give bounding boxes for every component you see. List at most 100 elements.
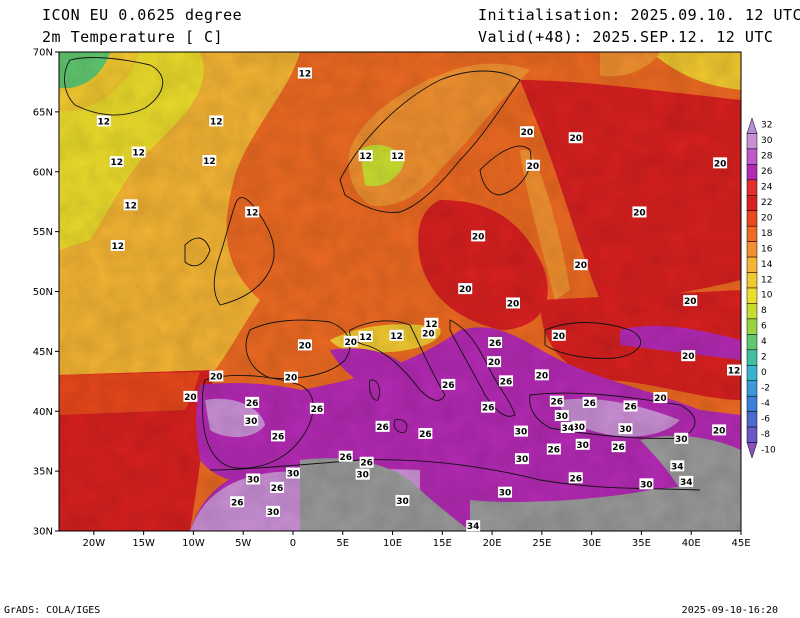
contour-label-text: 30 [499,489,512,499]
contour-label: 30 [575,438,590,451]
colorbar-label: 26 [761,167,773,177]
contour-label-text: 26 [271,484,284,494]
contour-label-box [338,450,353,462]
lat-label: 30N [33,527,53,538]
contour-label-text: 20 [553,332,566,342]
contour-label: 20 [632,206,647,218]
contour-label-text: 34 [561,424,574,434]
contour-label-text: 30 [516,455,529,465]
contour-label: 30 [244,414,259,427]
contour-label: 12 [389,329,404,342]
contour-label-text: 12 [391,152,404,162]
colorbar-swatch [746,365,758,381]
contour-label-box [549,395,564,407]
contour-label-text: 12 [299,70,312,80]
valid-time: Valid(+48): 2025.SEP.12. 12 UTC [478,28,774,46]
contour-label: 12 [96,115,111,127]
contour-label-box [466,520,481,532]
contour-label-box [285,467,300,479]
contour-label: 12 [110,239,125,252]
contour-label-text: 30 [356,471,369,481]
contour-label-box [568,472,583,484]
contour-label-text: 20 [285,374,298,384]
contour-label: 30 [246,473,261,486]
contour-label-text: 20 [574,261,587,271]
contour-label-text: 20 [459,285,472,295]
colorbar-swatch [746,256,758,273]
colorbar-label: -6 [761,414,770,424]
contour-label-text: 12 [124,201,137,211]
colorbar-label: -10 [761,445,776,455]
lon-label: 25E [532,538,551,549]
contour-label-box [424,317,439,329]
colorbar-swatch [746,241,758,258]
colorbar-swatch [746,195,758,211]
contour-label: 34 [670,460,685,472]
contour-label-text: 20 [507,299,520,309]
contour-label-box [358,331,373,343]
contour-label-box [560,422,575,434]
colorbar-label: 14 [761,260,773,270]
contour-label-box [458,283,473,295]
colorbar-swatch [746,164,758,181]
contour-label-text: 20 [684,297,697,307]
lon-label: 15W [132,538,155,549]
lon-label: 20E [483,538,502,549]
contour-label-box [110,239,125,251]
contour-label: 30 [355,468,370,481]
contour-label-box [498,486,513,498]
contour-label-box [488,336,503,348]
contour-label: 30 [498,486,513,499]
contour-label-text: 20 [184,393,197,403]
contour-label-text: 12 [111,242,124,252]
contour-label-box [571,420,586,432]
contour-label-box [568,132,583,144]
contour-label-box [266,505,281,517]
contour-label: 20 [713,157,728,169]
colorbar-label: 30 [761,136,773,146]
contour-label: 26 [271,430,286,442]
contour-label: 20 [573,259,588,271]
contour-label-text: 30 [572,423,585,433]
latitude-axis: 30N 35N 40N 45N 50N 55N 60N 65N 70N [33,48,59,538]
contour-label: 26 [359,456,374,469]
contour-label-box [209,115,224,127]
contour-label-text: 20 [536,371,549,381]
contour-label-box [355,468,370,480]
contour-label: 12 [358,150,373,162]
colorbar-label: 0 [761,368,767,378]
colorbar-swatch [746,225,758,242]
footer-timestamp: 2025-09-10-16:20 [681,605,778,616]
contour-label-text: 26 [376,423,389,433]
lon-label: 5E [336,538,349,549]
contour-label-box [358,150,373,162]
contour-label: 30 [395,495,410,507]
contour-label: 20 [653,392,668,404]
contour-label-text: 12 [425,320,438,330]
contour-label: 26 [611,441,626,453]
contour-label-box [681,350,696,362]
contour-label: 30 [571,420,586,433]
contour-label-box [546,443,561,455]
colorbar-label: -2 [761,383,770,393]
contour-label-box [623,400,638,412]
contour-label-text: 12 [110,158,123,168]
contour-label: 20 [183,390,198,403]
contour-label-box [375,420,390,432]
contour-label-text: 26 [442,381,455,391]
contour-label: 30 [639,478,654,490]
contour-label: 12 [123,199,138,211]
contour-label: 26 [582,396,597,409]
contour-label-box [487,356,502,368]
lat-label: 45N [33,347,53,358]
colorbar-label: -4 [761,399,770,409]
contour-label: 12 [109,156,124,168]
contour-label: 12 [727,364,742,377]
colorbar-swatch-bottom-arrow [746,442,758,459]
contour-label-text: 26 [482,404,495,414]
contour-label-box [611,441,626,453]
contour-label-text: 12 [203,157,216,167]
contour-label: 20 [712,424,727,436]
contour-label-text: 30 [267,508,280,518]
